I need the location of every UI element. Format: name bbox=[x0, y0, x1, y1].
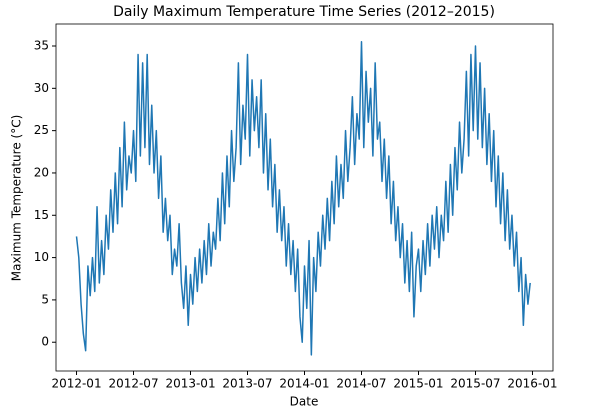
x-tick-label: 2013-01 bbox=[165, 377, 215, 391]
y-tick-label: 5 bbox=[41, 292, 49, 306]
y-tick-label: 20 bbox=[34, 165, 49, 179]
y-tick-label: 30 bbox=[34, 81, 49, 95]
y-tick-label: 10 bbox=[34, 250, 49, 264]
x-tick-label: 2012-07 bbox=[108, 377, 158, 391]
y-tick-label: 0 bbox=[41, 335, 49, 349]
y-tick-label: 25 bbox=[34, 123, 49, 137]
x-tick-label: 2013-07 bbox=[222, 377, 272, 391]
y-axis-label: Maximum Temperature (°C) bbox=[10, 115, 24, 282]
x-tick-label: 2012-01 bbox=[51, 377, 101, 391]
plot-frame bbox=[55, 23, 554, 372]
data-line bbox=[75, 41, 531, 356]
x-tick-label: 2014-07 bbox=[336, 377, 386, 391]
chart-title: Daily Maximum Temperature Time Series (2… bbox=[113, 4, 495, 20]
x-axis-label: Date bbox=[290, 395, 319, 409]
x-tick-label: 2015-07 bbox=[450, 377, 500, 391]
x-tick-label: 2014-01 bbox=[279, 377, 329, 391]
y-tick-label: 15 bbox=[34, 208, 49, 222]
x-tick-label: 2015-01 bbox=[393, 377, 443, 391]
y-tick-label: 35 bbox=[34, 39, 49, 53]
x-tick-label: 2016-01 bbox=[507, 377, 557, 391]
